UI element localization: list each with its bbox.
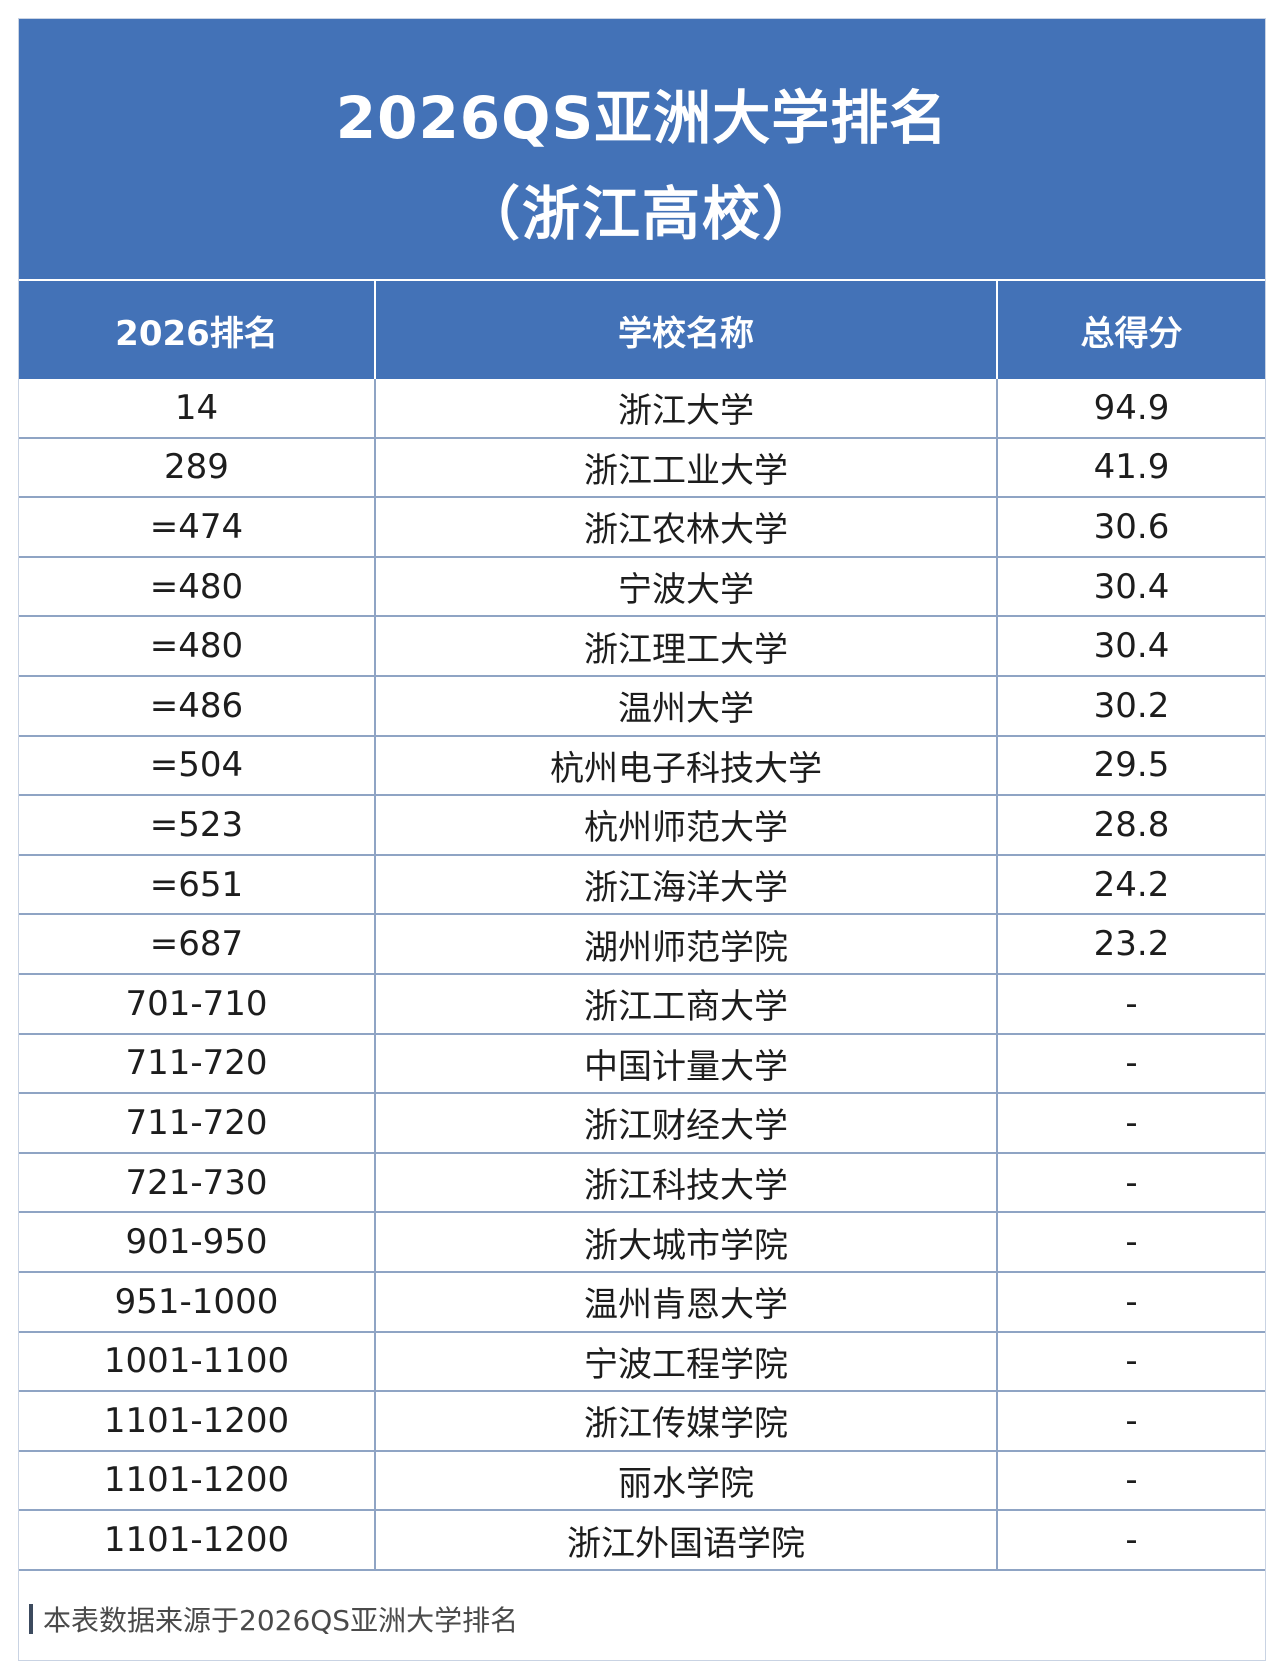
school-name-cell: 丽水学院 [374, 1449, 998, 1512]
school-name-cell: 浙江工业大学 [374, 436, 998, 499]
header-rank: 2026排名 [19, 281, 375, 379]
source-note: 本表数据来源于2026QS亚洲大学排名 [29, 1599, 518, 1639]
rank-cell: =480 [19, 615, 376, 677]
score-cell: - [996, 1151, 1265, 1214]
score-cell: - [996, 972, 1265, 1035]
score-cell: 23.2 [996, 913, 1265, 975]
score-cell: - [996, 1449, 1265, 1512]
ranking-card: 2026QS亚洲大学排名 （浙江高校） 2026排名 学校名称 总得分 14 浙江… [18, 18, 1266, 1661]
score-cell: - [996, 1092, 1265, 1154]
table-row: 289 浙江工业大学 41.9 [19, 436, 1265, 499]
school-name-cell: 浙江工商大学 [374, 972, 998, 1035]
rank-cell: 701-710 [19, 972, 376, 1035]
rank-cell: =474 [19, 496, 376, 558]
school-name-cell: 浙江海洋大学 [374, 853, 998, 916]
rank-cell: 289 [19, 436, 376, 499]
score-cell: 30.6 [996, 496, 1265, 558]
score-cell: - [996, 1509, 1265, 1571]
rank-cell: 901-950 [19, 1211, 376, 1273]
school-name-cell: 浙大城市学院 [374, 1211, 998, 1273]
header-score: 总得分 [996, 281, 1265, 379]
rank-cell: =687 [19, 913, 376, 975]
score-cell: - [996, 1330, 1265, 1393]
table-row: 1101-1200 浙江外国语学院 - [19, 1509, 1265, 1571]
school-name-cell: 浙江农林大学 [374, 496, 998, 558]
school-name-cell: 宁波大学 [374, 555, 998, 618]
school-name-cell: 中国计量大学 [374, 1032, 998, 1095]
rank-cell: 1101-1200 [19, 1449, 376, 1512]
table-row: 701-710 浙江工商大学 - [19, 972, 1265, 1035]
score-cell: - [996, 1270, 1265, 1333]
ranking-table: 2026排名 学校名称 总得分 14 浙江大学 94.9 289 浙江工业大学 41.9 =… [19, 281, 1265, 1571]
title-banner: 2026QS亚洲大学排名 （浙江高校） [19, 19, 1265, 279]
score-cell: 24.2 [996, 853, 1265, 916]
score-cell: 30.4 [996, 615, 1265, 677]
rank-cell: =486 [19, 674, 376, 737]
rank-cell: =480 [19, 555, 376, 618]
rank-cell: 14 [19, 379, 376, 439]
rank-cell: 721-730 [19, 1151, 376, 1214]
rank-cell: 1101-1200 [19, 1509, 376, 1571]
table-row: =480 宁波大学 30.4 [19, 555, 1265, 618]
rank-cell: =523 [19, 794, 376, 856]
rank-cell: =651 [19, 853, 376, 916]
school-name-cell: 湖州师范学院 [374, 913, 998, 975]
score-cell: 41.9 [996, 436, 1265, 499]
school-name-cell: 温州肯恩大学 [374, 1270, 998, 1333]
table-row: 721-730 浙江科技大学 - [19, 1151, 1265, 1214]
table-row: 1101-1200 浙江传媒学院 - [19, 1390, 1265, 1452]
table-row: =523 杭州师范大学 28.8 [19, 794, 1265, 856]
table-row: 901-950 浙大城市学院 - [19, 1211, 1265, 1273]
school-name-cell: 浙江财经大学 [374, 1092, 998, 1154]
school-name-cell: 温州大学 [374, 674, 998, 737]
table-row: =504 杭州电子科技大学 29.5 [19, 734, 1265, 797]
school-name-cell: 杭州师范大学 [374, 794, 998, 856]
table-row: 1001-1100 宁波工程学院 - [19, 1330, 1265, 1393]
score-cell: 30.4 [996, 555, 1265, 618]
table-row: 711-720 浙江财经大学 - [19, 1092, 1265, 1154]
table-row: 711-720 中国计量大学 - [19, 1032, 1265, 1095]
school-name-cell: 浙江理工大学 [374, 615, 998, 677]
table-row: 951-1000 温州肯恩大学 - [19, 1270, 1265, 1333]
school-name-cell: 宁波工程学院 [374, 1330, 998, 1393]
header-school: 学校名称 [374, 281, 997, 379]
score-cell: - [996, 1032, 1265, 1095]
source-note-text: 本表数据来源于2026QS亚洲大学排名 [43, 1604, 519, 1637]
school-name-cell: 杭州电子科技大学 [374, 734, 998, 797]
rank-cell: =504 [19, 734, 376, 797]
table-row: 14 浙江大学 94.9 [19, 379, 1265, 439]
rank-cell: 711-720 [19, 1032, 376, 1095]
rank-cell: 1101-1200 [19, 1390, 376, 1452]
school-name-cell: 浙江外国语学院 [374, 1509, 998, 1571]
school-name-cell: 浙江大学 [374, 379, 998, 439]
table-row: 1101-1200 丽水学院 - [19, 1449, 1265, 1512]
table-row: =486 温州大学 30.2 [19, 674, 1265, 737]
page-subtitle: （浙江高校） [461, 180, 822, 248]
score-cell: 30.2 [996, 674, 1265, 737]
score-cell: 29.5 [996, 734, 1265, 797]
note-accent-bar [29, 1604, 33, 1634]
table-row: =687 湖州师范学院 23.2 [19, 913, 1265, 975]
rank-cell: 1001-1100 [19, 1330, 376, 1393]
score-cell: 94.9 [996, 379, 1265, 439]
score-cell: - [996, 1390, 1265, 1452]
table-header-row: 2026排名 学校名称 总得分 [19, 281, 1265, 379]
rank-cell: 951-1000 [19, 1270, 376, 1333]
page-title: 2026QS亚洲大学排名 [335, 84, 949, 152]
school-name-cell: 浙江科技大学 [374, 1151, 998, 1214]
table-row: =474 浙江农林大学 30.6 [19, 496, 1265, 558]
table-row: =651 浙江海洋大学 24.2 [19, 853, 1265, 916]
school-name-cell: 浙江传媒学院 [374, 1390, 998, 1452]
score-cell: - [996, 1211, 1265, 1273]
score-cell: 28.8 [996, 794, 1265, 856]
table-row: =480 浙江理工大学 30.4 [19, 615, 1265, 677]
rank-cell: 711-720 [19, 1092, 376, 1154]
table-body: 14 浙江大学 94.9 289 浙江工业大学 41.9 =474 浙江农林大学 30.6 =48… [19, 379, 1265, 1571]
